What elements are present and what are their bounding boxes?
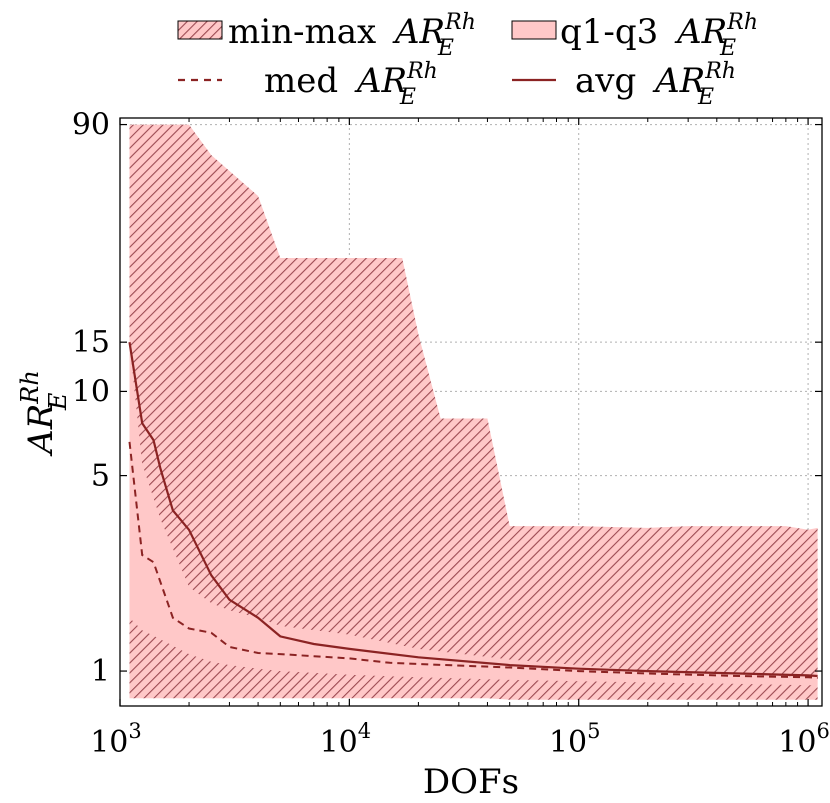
y-tick-label: 90 (72, 108, 110, 143)
x-axis-label: DOFs (423, 762, 519, 802)
legend-label-q1-q3-prefix: q1-q3 (560, 12, 658, 52)
x-tick-label: 105 (549, 719, 601, 760)
y-axis-label-sup: Rh (16, 370, 44, 405)
legend-label-avg-ar: AR (652, 61, 705, 101)
y-axis-label-sub: E (44, 392, 72, 411)
legend-label-min-max: min-max ARRh E (228, 10, 476, 61)
legend-swatch-min-max (177, 20, 223, 40)
x-tick-label: 104 (320, 719, 372, 760)
legend-label-q1-q3-sub: E (719, 36, 736, 61)
legend-label-med-sup: Rh (406, 59, 438, 84)
legend-label-min-max-sup: Rh (444, 10, 476, 35)
series-med-line (128, 441, 818, 679)
legend-label-avg-sup: Rh (704, 59, 736, 84)
legend-label-q1-q3: q1-q3 ARRh E (560, 10, 758, 61)
y-tick-label: 5 (91, 459, 110, 494)
legend-label-min-max-sub: E (437, 36, 454, 61)
series-min-max-band (129, 124, 818, 700)
legend-label-avg: avg ARRh E (575, 59, 736, 110)
legend-label-med-prefix: med (264, 61, 338, 101)
legend-label-q1-q3-sup: Rh (726, 10, 758, 35)
y-tick-label: 15 (72, 325, 110, 360)
legend-label-q1-q3-ar: AR (674, 12, 727, 52)
legend-label-med-ar: AR (354, 61, 407, 101)
legend-label-med-sub: E (399, 85, 416, 110)
legend-label-min-max-ar: AR (392, 12, 445, 52)
legend-label-min-max-prefix: min-max (228, 12, 376, 52)
legend: min-max ARRh E q1-q3 ARRh E med ARRh E avg … (177, 10, 758, 110)
svg-text:ARRhE: ARRhE (16, 370, 72, 457)
y-axis-label: ARRhE (16, 370, 72, 457)
series-q1-q3-band (129, 342, 818, 686)
plot-frame (119, 117, 823, 707)
data-layer (128, 124, 818, 700)
x-tick-label: 106 (778, 719, 830, 760)
y-tick-label: 1 (91, 654, 110, 689)
y-tick-label: 10 (72, 374, 110, 409)
x-tick-label: 103 (90, 719, 142, 760)
legend-swatch-q1-q3 (511, 20, 557, 40)
legend-label-avg-sub: E (697, 85, 714, 110)
legend-label-avg-prefix: avg (575, 61, 636, 101)
legend-label-med: med ARRh E (264, 59, 438, 110)
y-axis-label-main: AR (21, 404, 61, 457)
series-avg-line (128, 342, 818, 678)
